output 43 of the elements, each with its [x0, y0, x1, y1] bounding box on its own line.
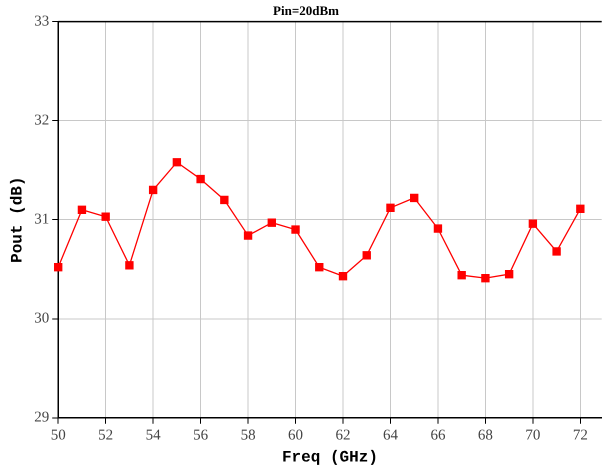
y-tick-label: 32: [34, 112, 50, 129]
point: [125, 261, 134, 270]
point: [148, 186, 158, 194]
point: [386, 204, 395, 212]
x-tick-label: 68: [478, 428, 493, 444]
point: [220, 196, 229, 204]
y-tick-label: 31: [34, 212, 50, 228]
point: [78, 206, 86, 214]
point: [434, 224, 442, 233]
point: [576, 204, 585, 213]
x-axis-title: Freq (GHz): [282, 448, 378, 466]
point: [244, 231, 252, 240]
x-tick-label: 72: [572, 428, 588, 444]
y-tick-label: 29: [34, 410, 50, 426]
point: [315, 263, 324, 272]
x-tick-label: 58: [240, 428, 256, 444]
x-tick-label: 52: [98, 428, 114, 444]
x-tick-label: 54: [146, 428, 162, 444]
x-tick-label: 60: [288, 428, 304, 444]
x-tick-label: 50: [50, 428, 66, 444]
y-tick-label: 30: [34, 310, 50, 327]
point: [504, 270, 514, 278]
point: [172, 158, 182, 166]
x-tick-label: 64: [382, 428, 398, 444]
point: [196, 174, 205, 184]
y-axis-title: Pout (dB): [8, 176, 27, 263]
point: [457, 270, 466, 280]
point: [362, 251, 371, 260]
point: [101, 212, 110, 221]
point: [268, 218, 276, 227]
point: [338, 272, 348, 280]
point: [481, 274, 490, 282]
point: [291, 225, 300, 234]
point: [528, 219, 538, 228]
y-tick-label: 33: [34, 14, 50, 30]
x-tick-label: 56: [193, 428, 209, 444]
point: [54, 263, 62, 272]
x-tick-label: 70: [525, 428, 540, 444]
x-tick-label: 62: [336, 428, 351, 444]
point: [552, 247, 561, 256]
chart-title: Pin=20dBm: [273, 3, 340, 18]
x-tick-label: 66: [430, 428, 446, 444]
point: [410, 194, 418, 202]
